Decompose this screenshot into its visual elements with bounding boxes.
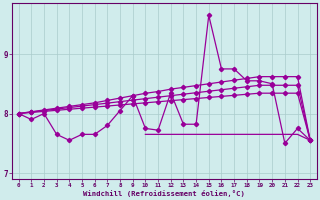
X-axis label: Windchill (Refroidissement éolien,°C): Windchill (Refroidissement éolien,°C)	[84, 190, 245, 197]
